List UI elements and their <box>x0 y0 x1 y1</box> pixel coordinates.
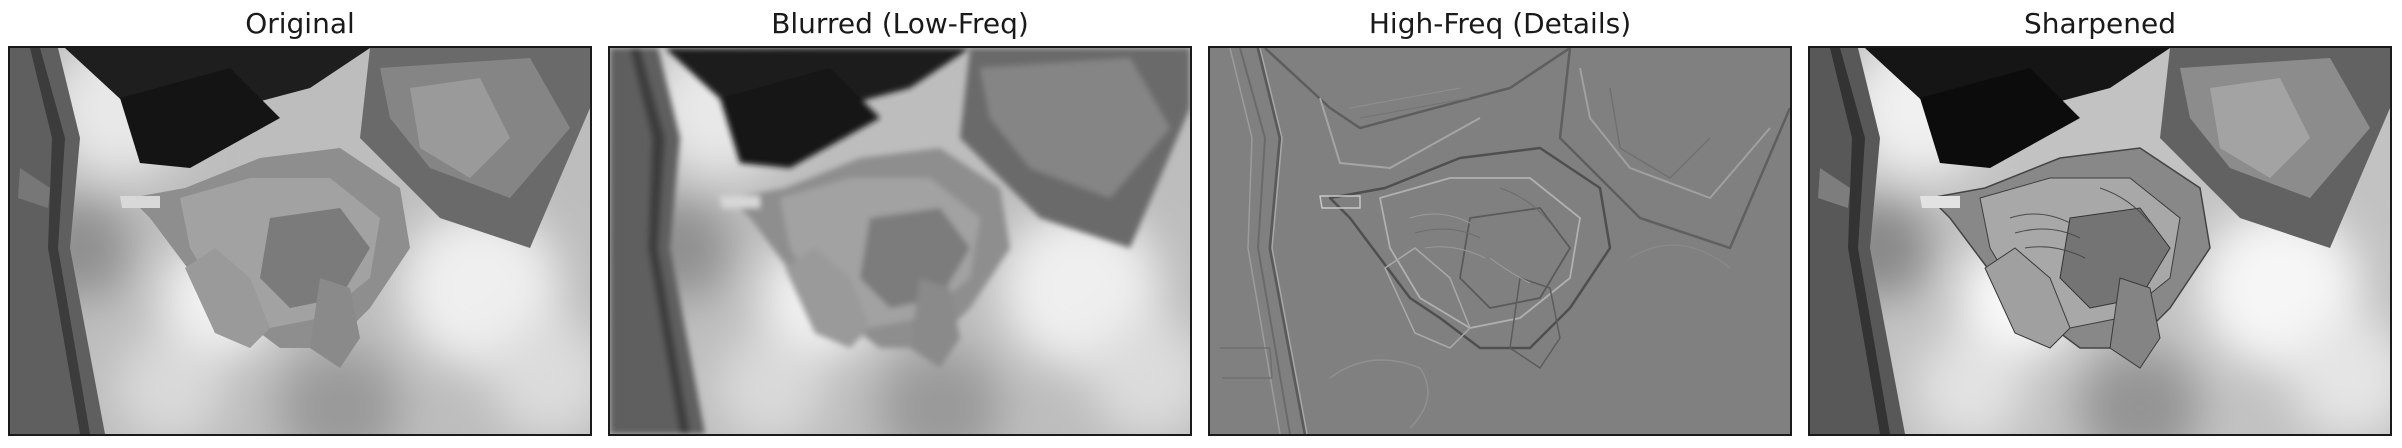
image-frame <box>1808 46 2392 436</box>
panel-title: Original <box>245 7 355 40</box>
panel-title: Sharpened <box>2024 7 2176 40</box>
photo-original <box>10 48 590 434</box>
panel-original: Original <box>8 0 592 448</box>
photo-sharpened <box>1810 48 2390 434</box>
image-frame <box>1208 46 1792 436</box>
image-frame <box>608 46 1192 436</box>
image-frame <box>8 46 592 436</box>
panel-sharpened: Sharpened <box>1808 0 2392 448</box>
panel-title: High-Freq (Details) <box>1368 7 1632 40</box>
panel-highfreq: High-Freq (Details) <box>1208 0 1792 448</box>
photo-highfreq <box>1210 48 1790 434</box>
panel-blurred: Blurred (Low-Freq) <box>608 0 1192 448</box>
panel-title: Blurred (Low-Freq) <box>771 7 1029 40</box>
photo-blurred <box>610 48 1190 434</box>
